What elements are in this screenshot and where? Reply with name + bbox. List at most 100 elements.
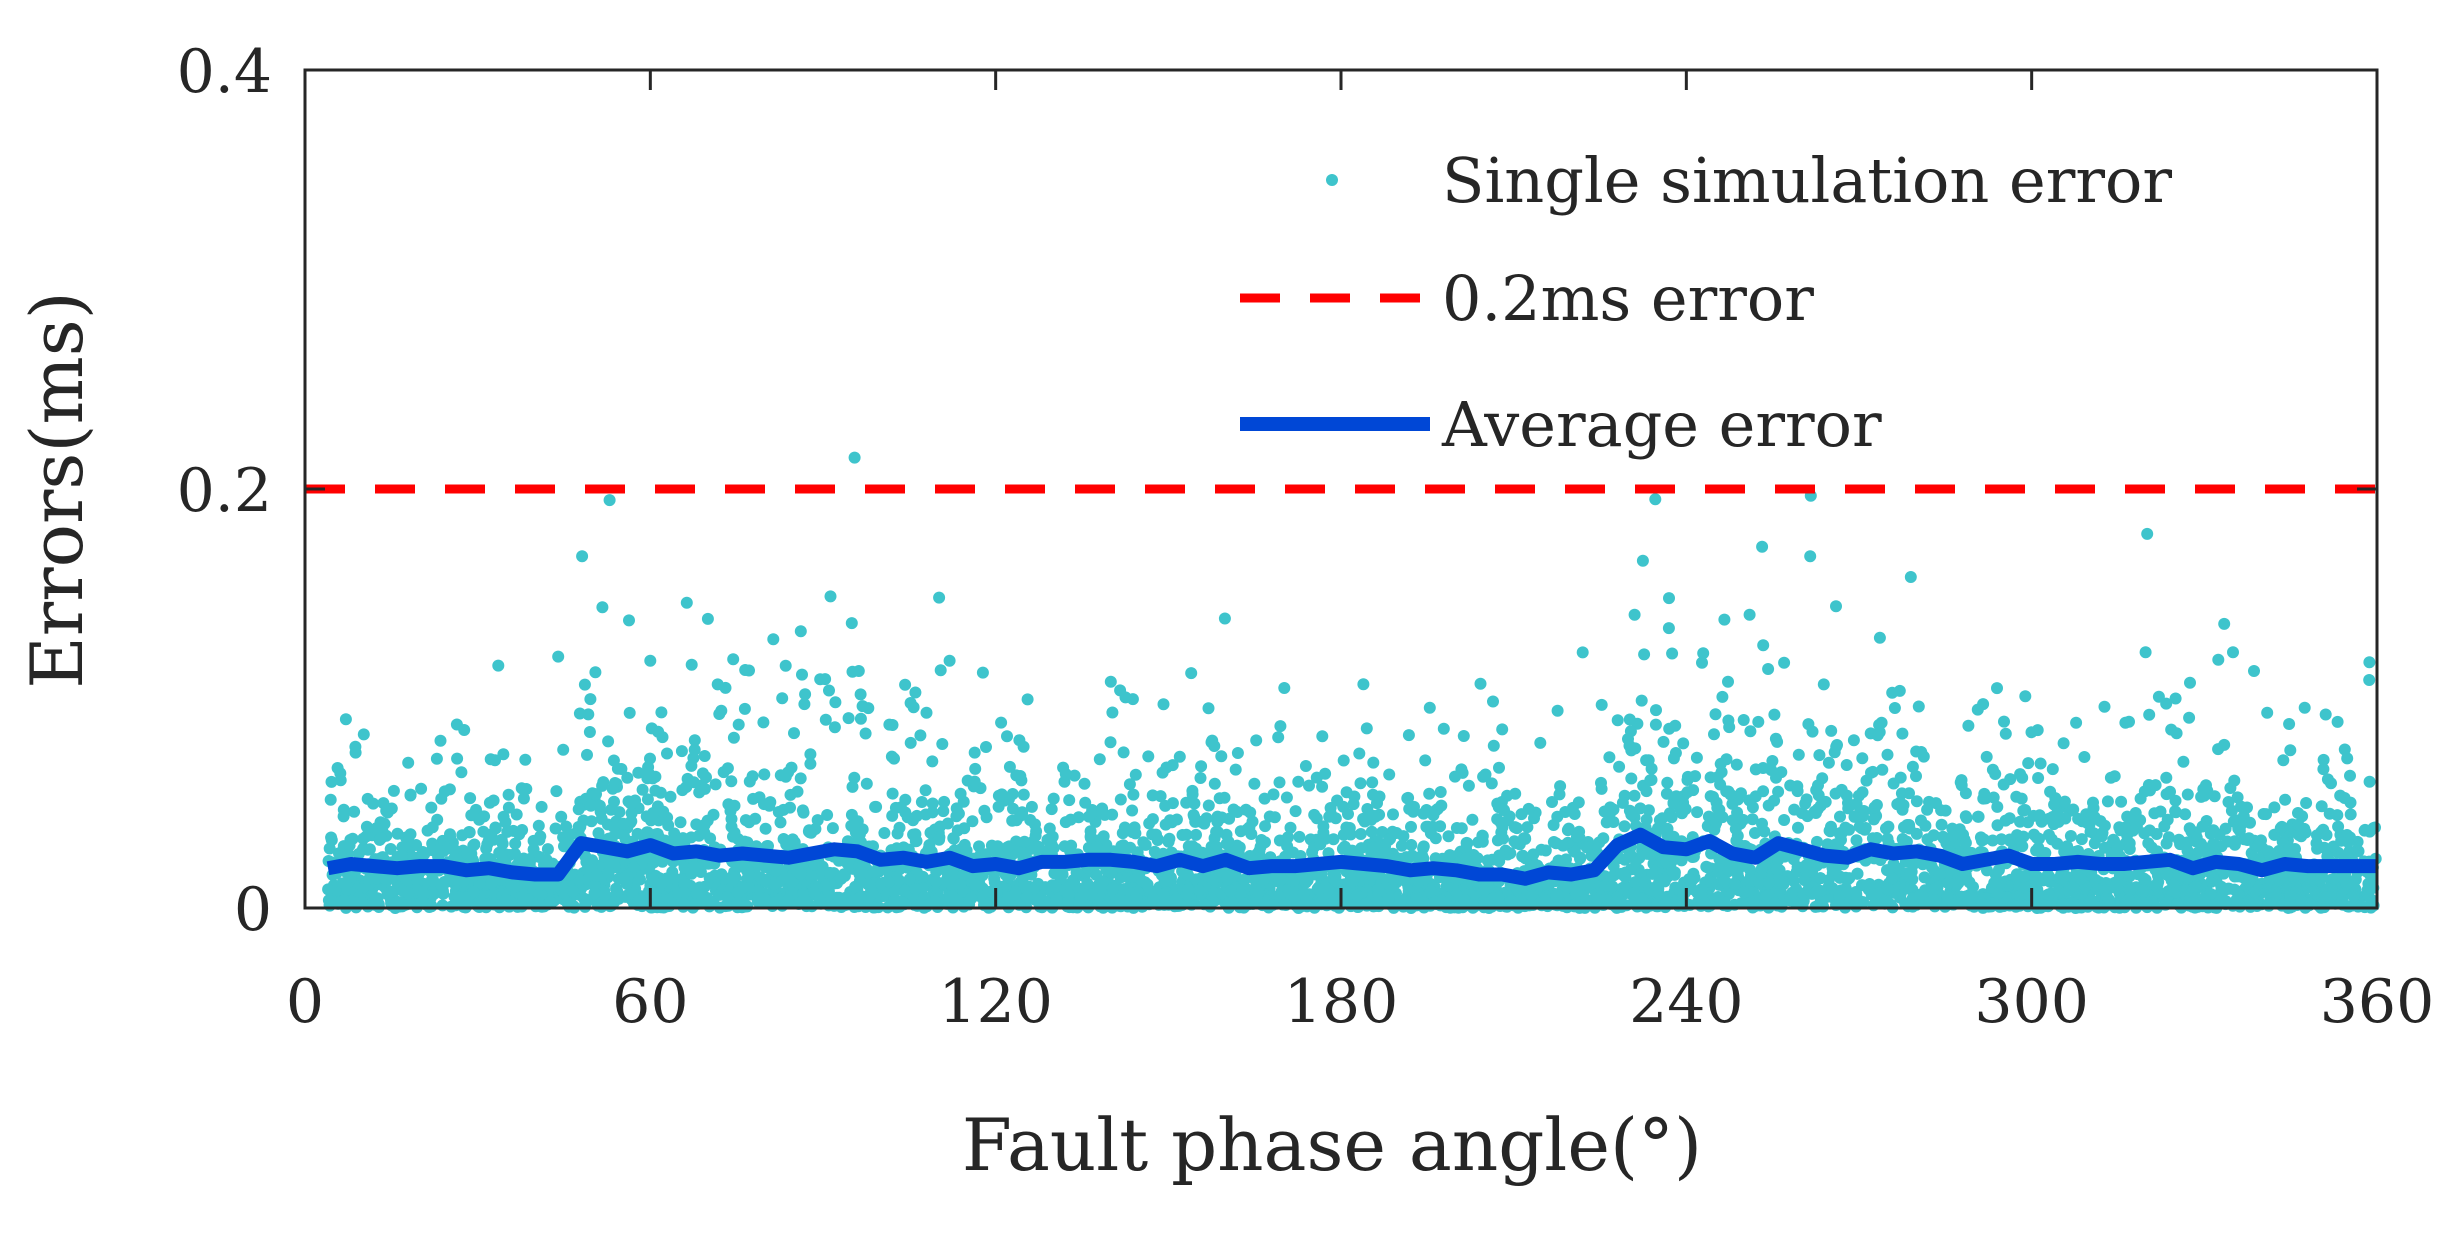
scatter-point [2260, 808, 2272, 821]
scatter-point [1701, 861, 1714, 874]
scatter-point [785, 876, 798, 889]
scatter-point [457, 875, 470, 888]
scatter-point [1611, 714, 1624, 727]
scatter-point [535, 800, 548, 813]
scatter-point [1534, 736, 1547, 749]
scatter-point [2218, 617, 2231, 630]
scatter-point [596, 601, 609, 614]
scatter-point [2279, 793, 2292, 806]
scatter-point [776, 692, 789, 705]
scatter-point [1623, 713, 1636, 726]
scatter-point [1185, 667, 1198, 680]
scatter-point [654, 786, 667, 799]
scatter-point [1663, 722, 1676, 735]
scatter-point [1509, 787, 1522, 800]
scatter-point [497, 748, 510, 761]
scatter-point [1718, 613, 1731, 626]
scatter-point [1210, 840, 1223, 853]
scatter-point [947, 832, 960, 845]
scatter-point [2363, 674, 2376, 686]
scatter-point [1180, 828, 1193, 841]
scatter-point [2315, 800, 2328, 813]
scatter-point [2184, 676, 2196, 689]
scatter-point [1118, 821, 1131, 834]
scatter-point [1722, 675, 1734, 688]
scatter-point [1303, 779, 1315, 792]
scatter-point [2165, 723, 2178, 736]
scatter-point [1850, 834, 1863, 847]
scatter-point [2064, 830, 2077, 842]
scatter-point [1424, 885, 1437, 898]
scatter-point [2141, 527, 2154, 540]
scatter-point [796, 668, 808, 681]
scatter-point [1355, 842, 1368, 855]
scatter-point [1491, 834, 1504, 847]
scatter-point [1975, 834, 1988, 847]
scatter-point [426, 844, 438, 857]
scatter-point [1299, 760, 1312, 772]
scatter-point [859, 727, 872, 740]
scatter-point [923, 839, 936, 851]
scatter-point [1906, 760, 1919, 773]
scatter-point [322, 894, 335, 907]
scatter-point [492, 659, 505, 672]
scatter-point [2320, 829, 2333, 841]
scatter-point [2212, 653, 2225, 666]
scatter-point [1941, 890, 1954, 903]
scatter-point [1912, 700, 1925, 713]
scatter-point [2138, 785, 2151, 798]
scatter-point [1910, 795, 1923, 808]
scatter-point [1395, 839, 1408, 852]
scatter-point [803, 869, 816, 882]
scatter-point [788, 727, 800, 740]
scatter-point [1491, 813, 1504, 826]
scatter-point [869, 800, 882, 813]
scatter-point [1267, 788, 1280, 801]
scatter-point [926, 806, 939, 819]
scatter-point [1287, 876, 1300, 889]
scatter-point [1894, 796, 1907, 809]
scatter-point [1275, 873, 1287, 886]
scatter-point [685, 658, 698, 671]
scatter-point [1690, 751, 1703, 764]
scatter-point [1213, 792, 1226, 805]
scatter-point [1616, 796, 1629, 809]
scatter-point [2183, 711, 2196, 724]
scatter-point [632, 894, 645, 907]
scatter-point [1001, 730, 1013, 743]
scatter-point [1660, 787, 1673, 800]
scatter-point [1991, 800, 2004, 813]
scatter-point [2098, 700, 2111, 713]
scatter-point [1800, 793, 1813, 806]
scatter-point [1796, 900, 1809, 913]
scatter-point [1695, 883, 1708, 896]
scatter-point [2295, 894, 2308, 907]
scatter-point [1387, 808, 1399, 821]
scatter-point [758, 768, 771, 781]
scatter-point [985, 839, 998, 852]
scatter-point [846, 780, 859, 793]
scatter-point [1561, 824, 1574, 837]
scatter-point [1928, 882, 1941, 895]
scatter-point [2179, 808, 2192, 821]
scatter-point [1258, 873, 1271, 886]
scatter-point [2169, 806, 2182, 819]
scatter-point [1221, 873, 1234, 886]
scatter-point [764, 796, 777, 809]
scatter-point [2324, 890, 2337, 903]
scatter-point [1813, 749, 1826, 762]
scatter-point [1493, 761, 1505, 774]
scatter-point [1629, 876, 1642, 889]
scatter-point [1434, 820, 1447, 833]
scatter-point [1665, 811, 1678, 824]
scatter-point [930, 875, 943, 888]
scatter-point [675, 745, 688, 758]
scatter-point [1744, 725, 1757, 738]
scatter-point [1129, 768, 1142, 781]
scatter-point [2016, 840, 2029, 853]
scatter-point [1778, 814, 1791, 826]
scatter-point [2268, 801, 2281, 814]
scatter-point [1638, 648, 1651, 661]
scatter-point [636, 783, 649, 796]
scatter-point [1635, 694, 1648, 707]
